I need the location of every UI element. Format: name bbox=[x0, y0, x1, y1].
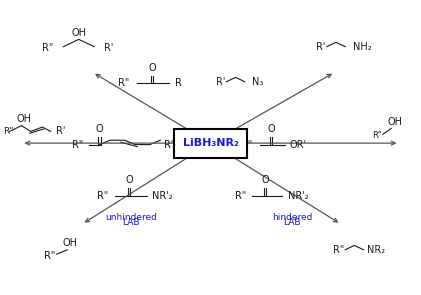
Text: LiBH₃NR₂: LiBH₃NR₂ bbox=[183, 138, 238, 148]
Text: NR'₂: NR'₂ bbox=[288, 191, 309, 201]
Text: R': R' bbox=[216, 77, 225, 87]
Text: R": R" bbox=[241, 140, 252, 150]
Text: NR'₂: NR'₂ bbox=[152, 191, 173, 201]
Text: LAB: LAB bbox=[122, 218, 140, 227]
Text: O: O bbox=[148, 63, 156, 73]
Text: N₃: N₃ bbox=[252, 77, 264, 87]
Text: R: R bbox=[175, 78, 182, 88]
Text: hindered: hindered bbox=[272, 213, 312, 222]
Text: R": R" bbox=[42, 43, 53, 53]
Text: OH: OH bbox=[17, 114, 32, 124]
Text: OH: OH bbox=[63, 238, 78, 248]
Text: O: O bbox=[261, 176, 269, 186]
Text: R": R" bbox=[72, 140, 83, 150]
Text: LAB: LAB bbox=[283, 218, 301, 227]
Text: R": R" bbox=[234, 191, 246, 201]
Text: NR₂: NR₂ bbox=[368, 245, 386, 255]
Text: R': R' bbox=[165, 140, 174, 150]
Text: R': R' bbox=[104, 43, 113, 53]
Text: OR': OR' bbox=[290, 140, 307, 150]
Text: NH₂: NH₂ bbox=[353, 42, 371, 52]
Text: O: O bbox=[125, 176, 133, 186]
Text: O: O bbox=[96, 124, 104, 134]
Text: unhindered: unhindered bbox=[105, 213, 157, 222]
Text: R": R" bbox=[97, 191, 108, 201]
Text: O: O bbox=[267, 124, 275, 134]
Text: R": R" bbox=[333, 245, 344, 255]
Text: R": R" bbox=[117, 78, 129, 88]
Text: R': R' bbox=[56, 127, 65, 136]
Text: R": R" bbox=[372, 131, 382, 140]
Text: OH: OH bbox=[71, 28, 86, 38]
Text: R": R" bbox=[3, 127, 14, 136]
Bar bbox=[174, 129, 247, 158]
Text: OH: OH bbox=[387, 117, 402, 127]
Text: R": R" bbox=[44, 251, 56, 260]
Text: R': R' bbox=[316, 42, 325, 52]
